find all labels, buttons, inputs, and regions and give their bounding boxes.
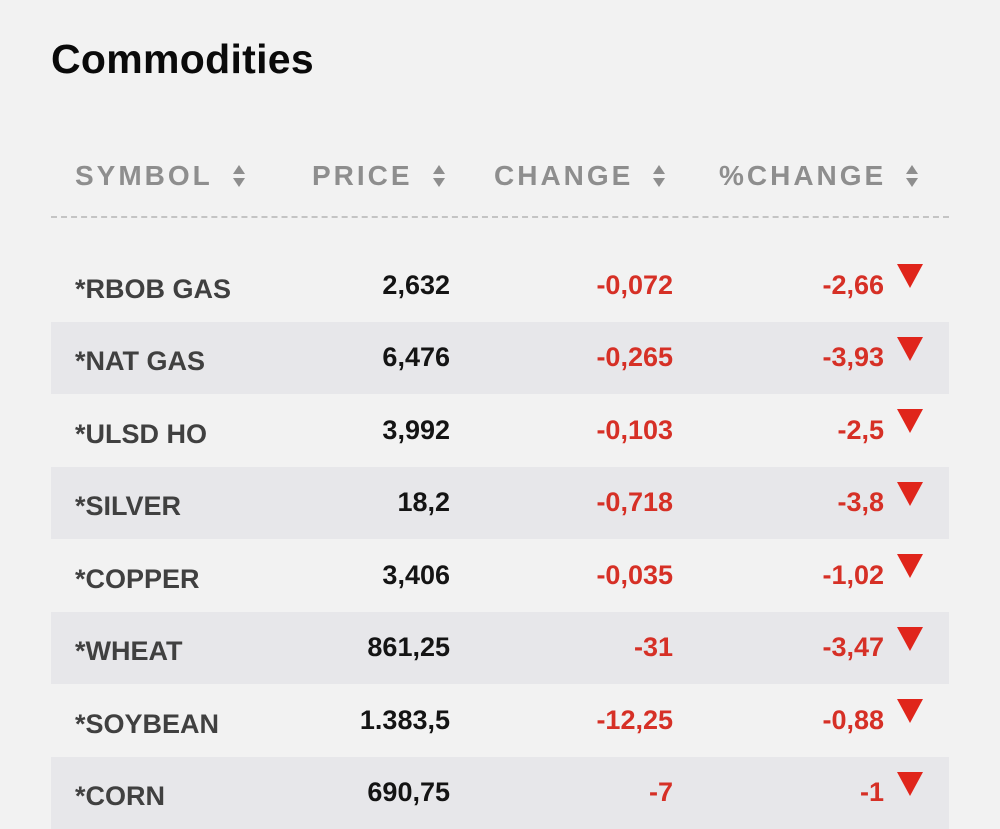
- down-arrow-icon: [897, 627, 923, 651]
- table-row[interactable]: *COPPER 3,406 -0,035 -1,02: [51, 539, 949, 612]
- column-header-price[interactable]: PRICE: [312, 150, 445, 202]
- price-cell: 2,632: [382, 249, 450, 322]
- pct-change-cell: -1,02: [822, 539, 884, 612]
- column-header-change[interactable]: CHANGE: [494, 150, 665, 202]
- down-arrow-icon: [897, 482, 923, 506]
- price-cell: 18,2: [397, 467, 450, 540]
- down-arrow-icon: [897, 772, 923, 796]
- table-row[interactable]: *SILVER 18,2 -0,718 -3,8: [51, 467, 949, 540]
- symbol-cell: *RBOB GAS: [75, 249, 231, 322]
- sort-icon[interactable]: [233, 165, 245, 187]
- column-header-pct-change[interactable]: %CHANGE: [719, 150, 918, 202]
- sort-icon[interactable]: [433, 165, 445, 187]
- pct-change-cell: -2,5: [837, 394, 884, 467]
- sort-icon[interactable]: [906, 165, 918, 187]
- commodities-table: *RBOB GAS 2,632 -0,072 -2,66 *NAT GAS 6,…: [51, 249, 949, 829]
- symbol-cell: *CORN: [75, 757, 165, 829]
- table-header: SYMBOL PRICE CHANGE %CHANGE: [51, 150, 949, 202]
- pct-change-cell: -3,93: [822, 322, 884, 395]
- price-cell: 1.383,5: [360, 684, 450, 757]
- table-row[interactable]: *WHEAT 861,25 -31 -3,47: [51, 612, 949, 685]
- column-header-label: CHANGE: [494, 160, 633, 192]
- column-header-label: PRICE: [312, 160, 413, 192]
- down-arrow-icon: [897, 409, 923, 433]
- column-header-symbol[interactable]: SYMBOL: [75, 150, 245, 202]
- pct-change-cell: -3,8: [837, 467, 884, 540]
- change-cell: -0,103: [596, 394, 673, 467]
- column-header-label: SYMBOL: [75, 160, 213, 192]
- change-cell: -7: [649, 757, 673, 829]
- symbol-cell: *SOYBEAN: [75, 684, 219, 757]
- change-cell: -12,25: [596, 684, 673, 757]
- change-cell: -31: [634, 612, 673, 685]
- change-cell: -0,035: [596, 539, 673, 612]
- pct-change-cell: -3,47: [822, 612, 884, 685]
- symbol-cell: *SILVER: [75, 467, 181, 540]
- table-row[interactable]: *RBOB GAS 2,632 -0,072 -2,66: [51, 249, 949, 322]
- column-header-label: %CHANGE: [719, 160, 886, 192]
- header-divider: [51, 216, 949, 218]
- page-title: Commodities: [51, 36, 314, 83]
- symbol-cell: *ULSD HO: [75, 394, 207, 467]
- price-cell: 861,25: [367, 612, 450, 685]
- sort-icon[interactable]: [653, 165, 665, 187]
- price-cell: 3,992: [382, 394, 450, 467]
- price-cell: 690,75: [367, 757, 450, 829]
- table-row[interactable]: *CORN 690,75 -7 -1: [51, 757, 949, 829]
- down-arrow-icon: [897, 699, 923, 723]
- change-cell: -0,265: [596, 322, 673, 395]
- pct-change-cell: -1: [860, 757, 884, 829]
- down-arrow-icon: [897, 554, 923, 578]
- down-arrow-icon: [897, 337, 923, 361]
- table-row[interactable]: *ULSD HO 3,992 -0,103 -2,5: [51, 394, 949, 467]
- table-row[interactable]: *NAT GAS 6,476 -0,265 -3,93: [51, 322, 949, 395]
- pct-change-cell: -0,88: [822, 684, 884, 757]
- symbol-cell: *WHEAT: [75, 612, 183, 685]
- symbol-cell: *COPPER: [75, 539, 200, 612]
- price-cell: 3,406: [382, 539, 450, 612]
- change-cell: -0,072: [596, 249, 673, 322]
- price-cell: 6,476: [382, 322, 450, 395]
- down-arrow-icon: [897, 264, 923, 288]
- table-row[interactable]: *SOYBEAN 1.383,5 -12,25 -0,88: [51, 684, 949, 757]
- change-cell: -0,718: [596, 467, 673, 540]
- symbol-cell: *NAT GAS: [75, 322, 205, 395]
- pct-change-cell: -2,66: [822, 249, 884, 322]
